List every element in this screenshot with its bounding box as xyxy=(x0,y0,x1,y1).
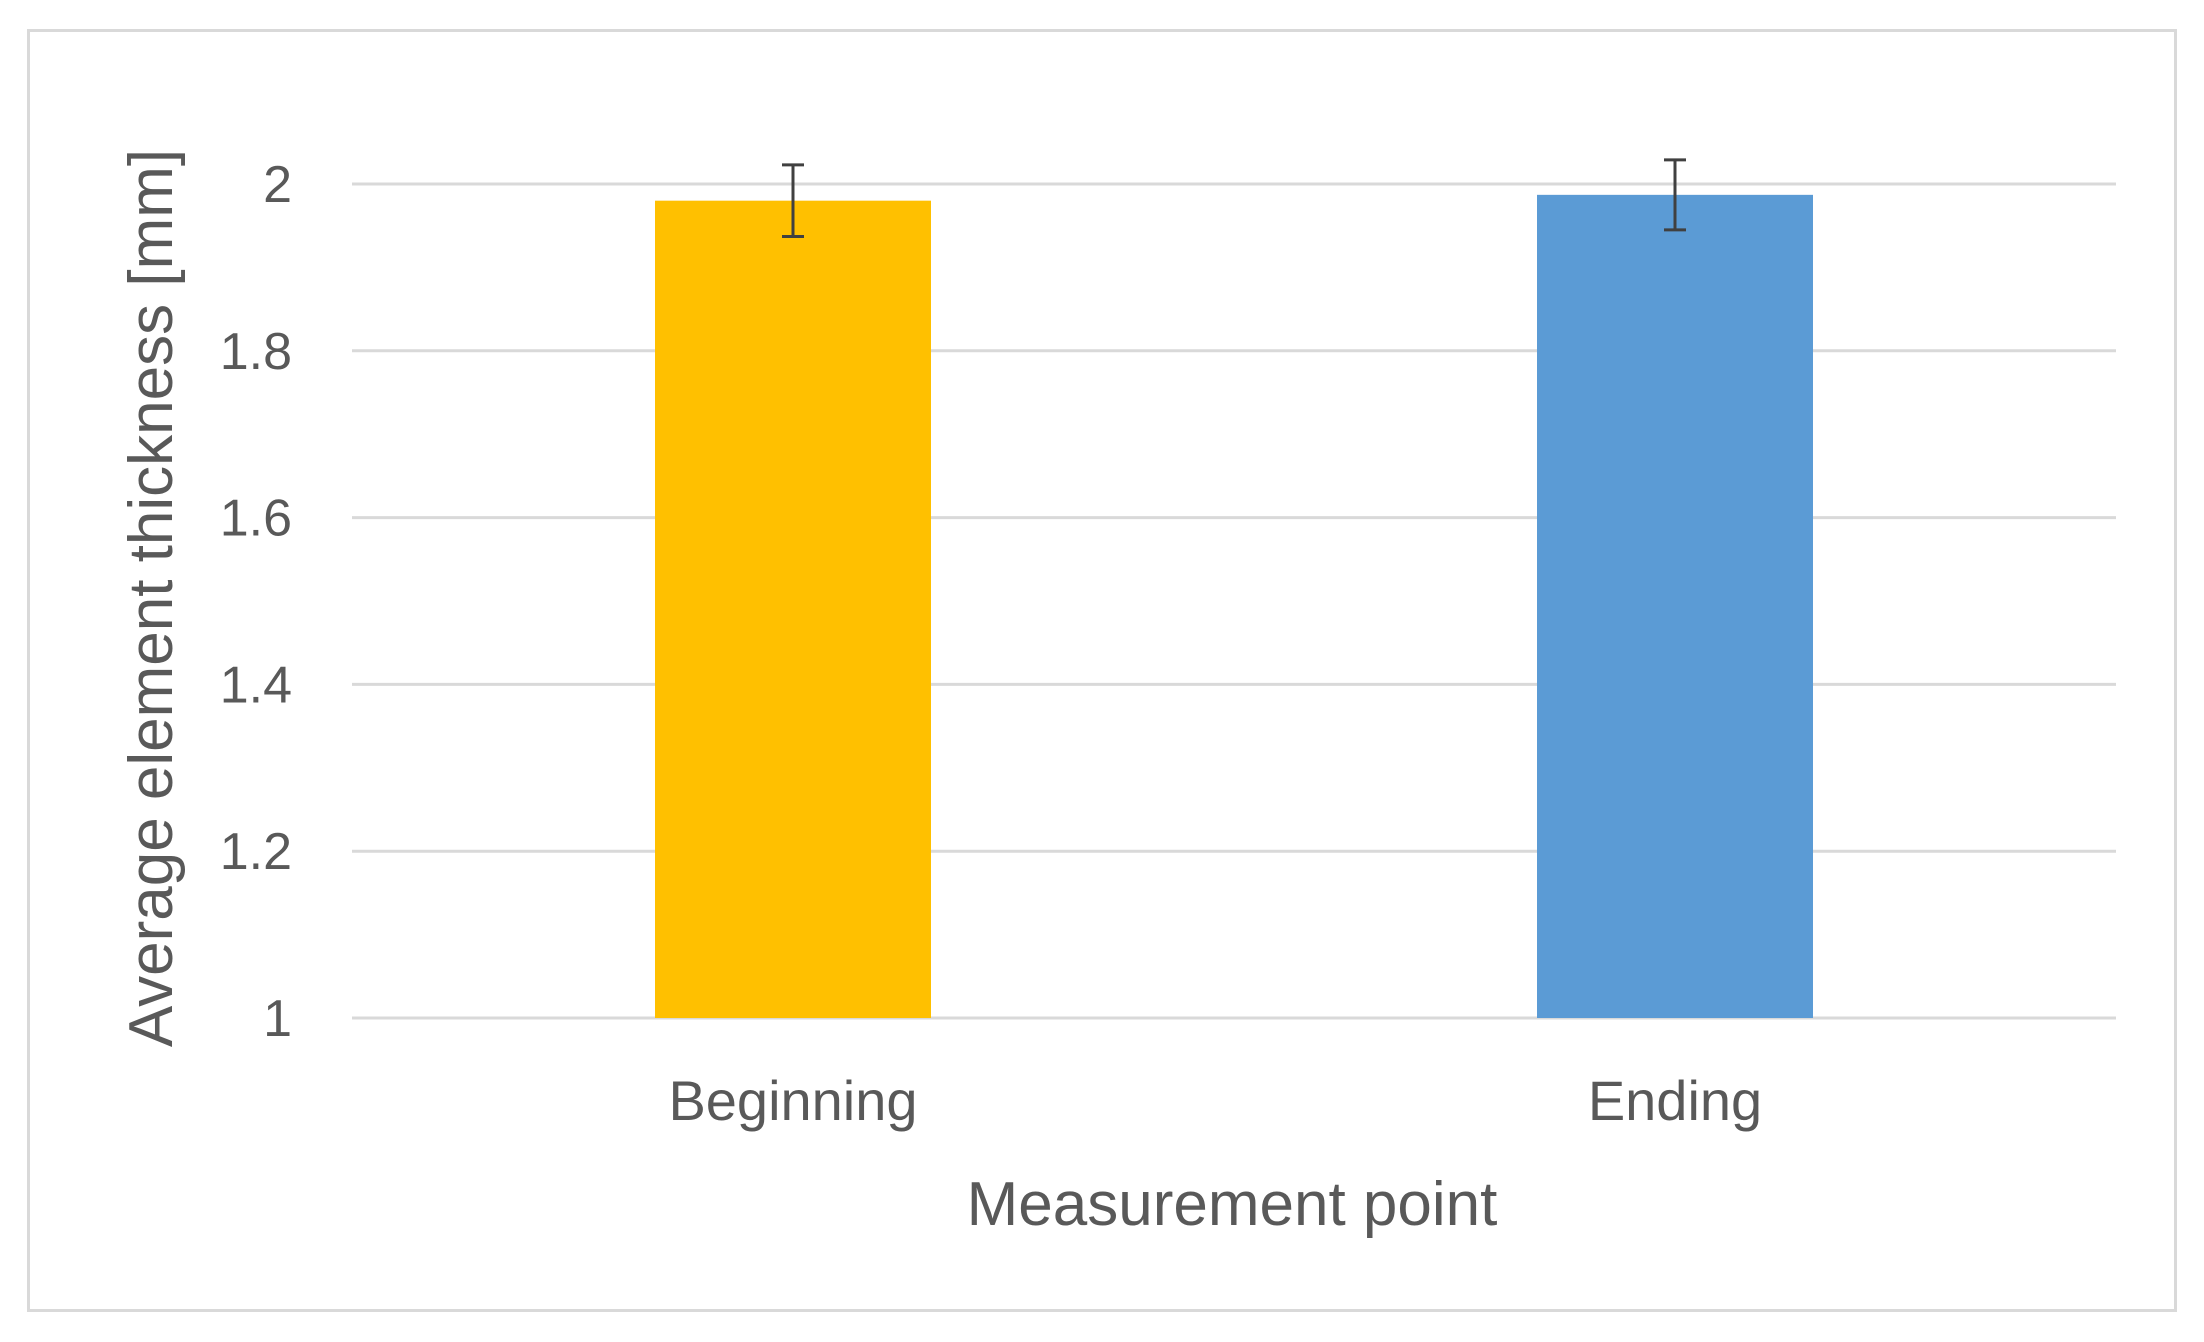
bars xyxy=(655,194,1813,1019)
x-category-label: Ending xyxy=(1588,1069,1762,1132)
gridlines xyxy=(352,182,2116,1020)
y-axis-ticks: 1 1.2 1.4 1.6 1.8 2 xyxy=(220,156,292,1048)
y-tick-label: 2 xyxy=(263,156,292,214)
bar-beginning xyxy=(655,200,931,1018)
y-tick-label: 1.8 xyxy=(220,323,292,381)
y-tick-label: 1.4 xyxy=(220,656,292,714)
chart-frame xyxy=(27,29,2177,1312)
y-axis-title: Average element thickness [mm] xyxy=(117,149,186,1047)
error-bars xyxy=(782,158,1686,239)
x-category-label: Beginning xyxy=(668,1069,917,1132)
y-tick-label: 1.2 xyxy=(220,823,292,881)
x-axis-categories: Beginning Ending xyxy=(668,1069,1762,1132)
error-bar-ending xyxy=(1664,158,1686,232)
error-bar-beginning xyxy=(782,163,804,239)
y-tick-label: 1 xyxy=(263,990,292,1048)
x-axis-title: Measurement point xyxy=(967,1170,1498,1239)
y-tick-label: 1.6 xyxy=(220,490,292,548)
bar-ending xyxy=(1537,194,1813,1019)
